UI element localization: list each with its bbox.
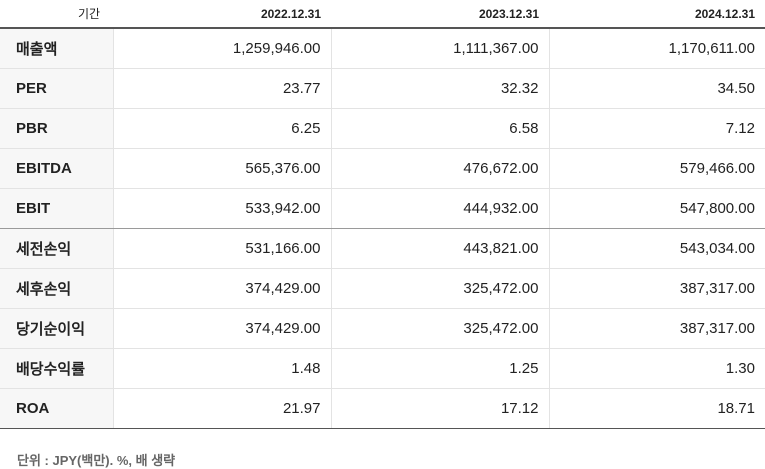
financial-table: 기간 2022.12.31 2023.12.31 2024.12.31 매출액 …: [0, 0, 765, 429]
table-row: 세전손익 531,166.00 443,821.00 543,034.00: [0, 228, 765, 269]
cell-value: 543,034.00: [548, 228, 765, 269]
cell-value: 374,429.00: [112, 268, 331, 309]
cell-value: 18.71: [548, 388, 765, 429]
cell-value: 7.12: [548, 108, 765, 149]
cell-value: 531,166.00: [112, 228, 331, 269]
cell-value: 387,317.00: [548, 308, 765, 349]
table-row: ROA 21.97 17.12 18.71: [0, 388, 765, 429]
cell-value: 21.97: [112, 388, 331, 429]
cell-value: 6.25: [112, 108, 331, 149]
cell-value: 1.25: [330, 348, 549, 389]
cell-value: 23.77: [112, 68, 331, 109]
cell-value: 547,800.00: [548, 188, 765, 229]
cell-value: 579,466.00: [548, 148, 765, 189]
table-row: PER 23.77 32.32 34.50: [0, 68, 765, 109]
row-label: EBIT: [0, 188, 113, 229]
cell-value: 476,672.00: [330, 148, 549, 189]
cell-value: 1,111,367.00: [330, 28, 549, 69]
row-label: EBITDA: [0, 148, 113, 189]
header-period: 2023.12.31: [331, 0, 549, 29]
row-label: PER: [0, 68, 113, 109]
cell-value: 325,472.00: [330, 268, 549, 309]
cell-value: 387,317.00: [548, 268, 765, 309]
table-row: 세후손익 374,429.00 325,472.00 387,317.00: [0, 268, 765, 309]
cell-value: 1.30: [548, 348, 765, 389]
table-row: EBITDA 565,376.00 476,672.00 579,466.00: [0, 148, 765, 189]
header-period: 2024.12.31: [549, 0, 765, 29]
cell-value: 6.58: [330, 108, 549, 149]
table-row: 당기순이익 374,429.00 325,472.00 387,317.00: [0, 308, 765, 349]
cell-value: 17.12: [330, 388, 549, 429]
unit-footnote: 단위 : JPY(백만). %, 배 생략: [17, 453, 176, 468]
cell-value: 1.48: [112, 348, 331, 389]
cell-value: 374,429.00: [112, 308, 331, 349]
header-period-label: 기간: [0, 0, 113, 29]
cell-value: 565,376.00: [112, 148, 331, 189]
cell-value: 533,942.00: [112, 188, 331, 229]
table-row: 매출액 1,259,946.00 1,111,367.00 1,170,611.…: [0, 28, 765, 69]
row-label: 매출액: [0, 28, 113, 69]
table-row: EBIT 533,942.00 444,932.00 547,800.00: [0, 188, 765, 229]
cell-value: 1,259,946.00: [112, 28, 331, 69]
row-label: ROA: [0, 388, 113, 429]
table-row: 배당수익률 1.48 1.25 1.30: [0, 348, 765, 389]
row-label: 세후손익: [0, 268, 113, 309]
table-header-row: 기간 2022.12.31 2023.12.31 2024.12.31: [0, 0, 765, 29]
cell-value: 32.32: [330, 68, 549, 109]
cell-value: 444,932.00: [330, 188, 549, 229]
row-label: 당기순이익: [0, 308, 113, 349]
row-label: PBR: [0, 108, 113, 149]
cell-value: 325,472.00: [330, 308, 549, 349]
header-period: 2022.12.31: [113, 0, 331, 29]
cell-value: 443,821.00: [330, 228, 549, 269]
cell-value: 34.50: [548, 68, 765, 109]
table-row: PBR 6.25 6.58 7.12: [0, 108, 765, 149]
cell-value: 1,170,611.00: [548, 28, 765, 69]
row-label: 배당수익률: [0, 348, 113, 389]
row-label: 세전손익: [0, 228, 113, 269]
